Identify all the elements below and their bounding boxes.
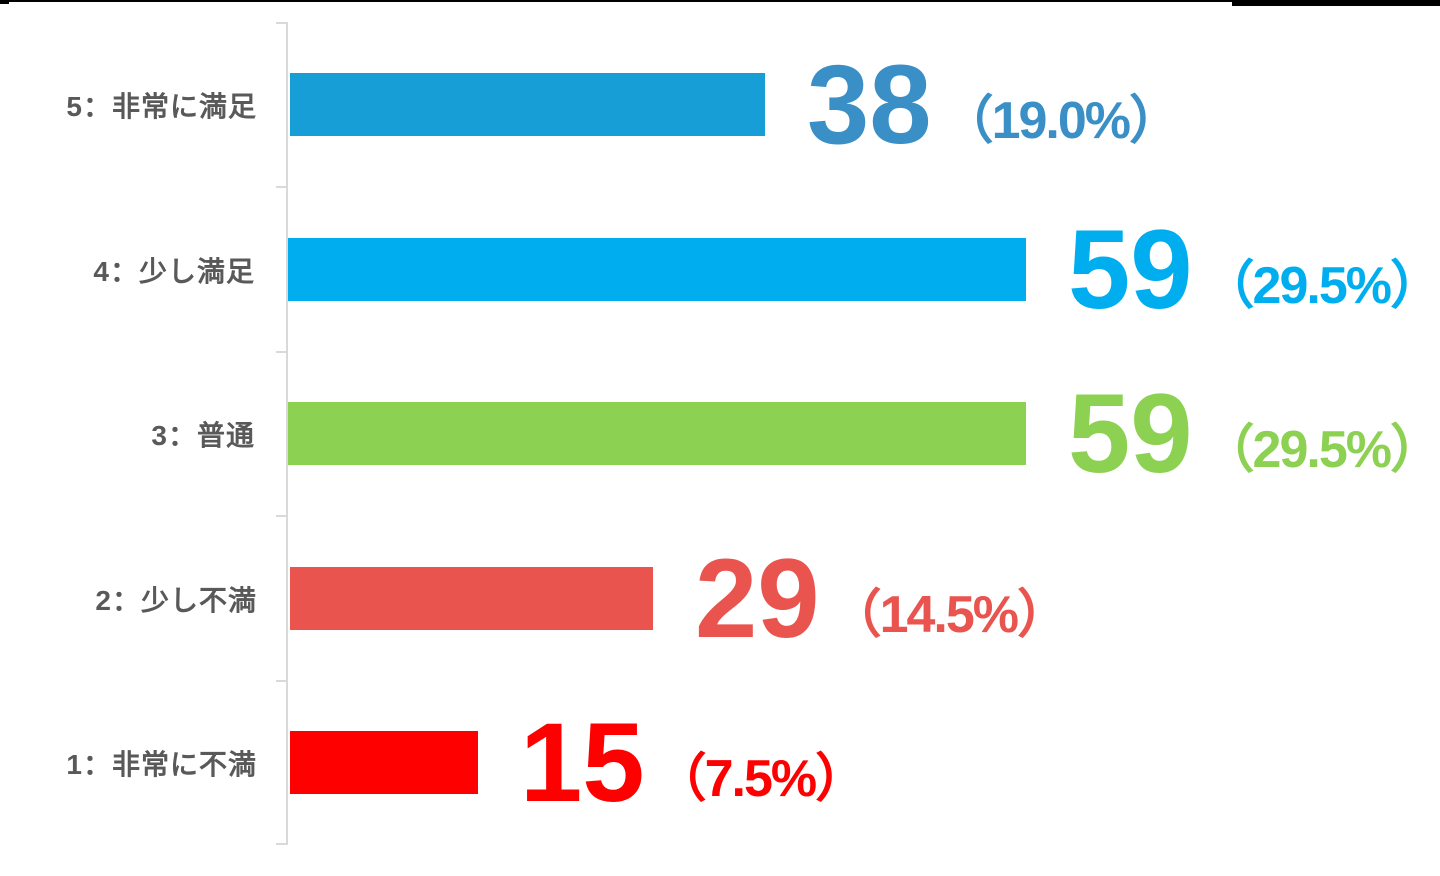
chart-row-5-very-satisfied: 5：非常に満足 38 （19.0%） <box>0 22 1440 187</box>
top-right-border-mark <box>1232 0 1440 6</box>
value-count: 15 <box>520 699 645 825</box>
bar-very-dissatisfied <box>290 731 478 794</box>
bar-somewhat-dissatisfied <box>290 567 653 630</box>
value-count: 29 <box>695 535 820 661</box>
axis-tick <box>276 515 287 517</box>
category-label: 5：非常に満足 <box>66 90 257 122</box>
top-left-border-mark <box>0 0 9 4</box>
value-count: 59 <box>1067 370 1193 496</box>
category-label: 4：少し満足 <box>93 255 255 287</box>
bar-very-satisfied <box>290 73 765 136</box>
value-percent: （14.5%） <box>829 585 1069 644</box>
axis-tick <box>276 22 287 24</box>
value-label-group: 15 （7.5%） <box>520 699 868 825</box>
axis-tick <box>276 351 287 353</box>
value-percent: （7.5%） <box>654 749 868 808</box>
bar-somewhat-satisfied <box>287 238 1026 301</box>
value-count: 38 <box>807 41 932 167</box>
value-percent: （29.5%） <box>1202 256 1440 315</box>
axis-tick <box>276 843 287 845</box>
chart-row-3-neutral: 3：普通 59 （29.5%） <box>0 351 1440 516</box>
value-percent: （19.0%） <box>941 91 1181 150</box>
category-label: 2：少し不満 <box>95 584 257 616</box>
value-label-group: 59 （29.5%） <box>1067 206 1440 332</box>
category-label: 1：非常に不満 <box>66 748 257 780</box>
chart-row-2-somewhat-dissatisfied: 2：少し不満 29 （14.5%） <box>0 516 1440 681</box>
category-label: 3：普通 <box>151 419 255 451</box>
value-label-group: 29 （14.5%） <box>695 535 1069 661</box>
top-border-line <box>0 0 1440 2</box>
axis-tick <box>276 186 287 188</box>
y-axis-line <box>286 22 288 845</box>
chart-row-4-somewhat-satisfied: 4：少し満足 59 （29.5%） <box>0 187 1440 352</box>
value-label-group: 38 （19.0%） <box>807 41 1181 167</box>
value-percent: （29.5%） <box>1202 420 1440 479</box>
value-count: 59 <box>1067 206 1193 332</box>
value-label-group: 59 （29.5%） <box>1067 370 1440 496</box>
chart-row-1-very-dissatisfied: 1：非常に不満 15 （7.5%） <box>0 680 1440 845</box>
bar-neutral <box>287 402 1026 465</box>
axis-tick <box>276 680 287 682</box>
